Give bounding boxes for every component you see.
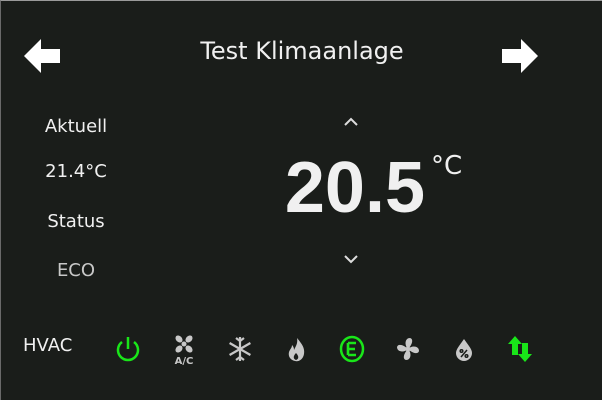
hvac-label: HVAC (23, 335, 73, 356)
flame-icon (288, 338, 305, 362)
fan-icon (397, 338, 419, 360)
mode-heat-button[interactable] (280, 333, 312, 365)
page-title: Test Klimaanlage (200, 37, 404, 65)
mode-power-button[interactable] (112, 333, 144, 365)
power-icon (116, 337, 140, 362)
next-button[interactable] (502, 39, 540, 73)
eco-icon (339, 335, 365, 363)
mode-ac-button[interactable]: A/C (168, 333, 200, 365)
status-label: Status (47, 211, 105, 232)
mode-auto-button[interactable] (504, 333, 536, 365)
chevron-up-icon (344, 117, 358, 126)
status-value: ECO (56, 260, 96, 281)
chevron-down-icon (344, 255, 358, 264)
ac-fan-icon: A/C (175, 335, 194, 365)
increase-button[interactable] (336, 111, 366, 131)
setpoint-temperature: 20.5 (284, 148, 425, 228)
mode-fan-button[interactable] (392, 333, 424, 365)
current-label: Aktuell (44, 116, 108, 137)
mode-cool-button[interactable] (224, 333, 256, 365)
setpoint-unit: °C (431, 151, 463, 181)
decrease-button[interactable] (336, 249, 366, 269)
ac-text: A/C (175, 356, 194, 365)
current-temperature: 21.4°C (45, 161, 107, 182)
mode-eco-button[interactable] (336, 333, 368, 365)
snowflake-icon (229, 337, 251, 361)
arrow-left-icon (24, 39, 60, 73)
arrow-right-icon (502, 39, 538, 73)
mode-dry-button[interactable] (448, 333, 480, 365)
prev-button[interactable] (24, 39, 62, 73)
dry-drop-icon (456, 339, 472, 361)
auto-arrows-icon (508, 336, 532, 362)
